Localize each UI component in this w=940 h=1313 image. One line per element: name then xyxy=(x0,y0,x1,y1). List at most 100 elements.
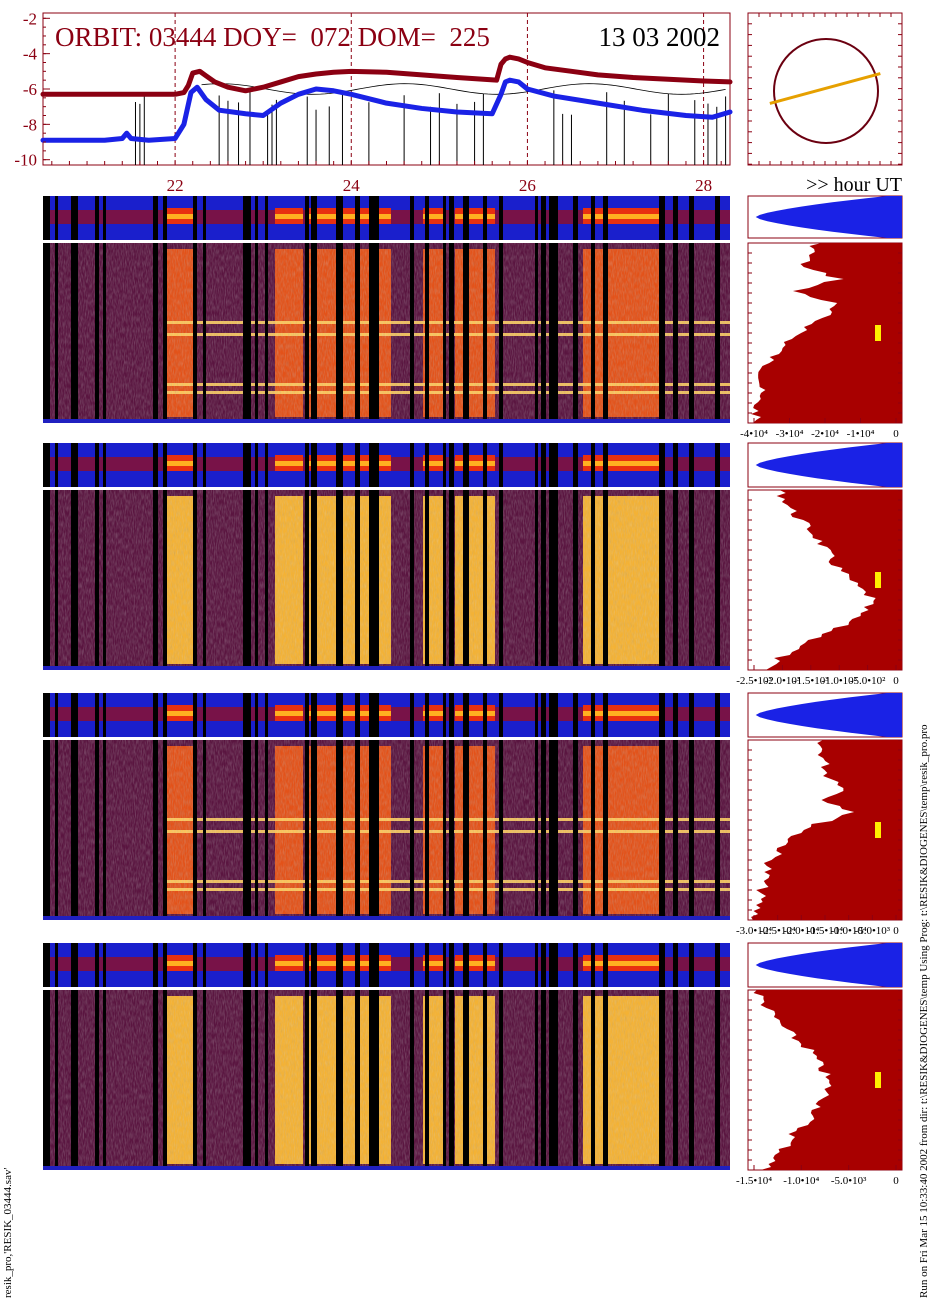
spectro-gap-top xyxy=(336,443,343,487)
profile-top-fill xyxy=(755,693,902,737)
profile-panel: -3.0•10⁴-2.5•10⁴-2.0•10⁴-1.5•10⁴-1.0•10⁴… xyxy=(736,692,903,937)
spectro-gap-top xyxy=(193,196,197,240)
spectro-gap-top xyxy=(463,693,469,737)
spectro-gap-top xyxy=(336,196,343,240)
spectro-top-core xyxy=(275,461,303,466)
spectro-gap xyxy=(193,243,197,423)
spectro-gap xyxy=(265,740,268,920)
spectro-gap xyxy=(336,490,343,670)
spectro-gap xyxy=(673,243,678,423)
spectro-gap-top xyxy=(265,443,268,487)
orbit-circle xyxy=(773,38,879,144)
spectro-noise xyxy=(43,243,730,423)
spectro-gap-top xyxy=(153,693,158,737)
spectro-gap-top xyxy=(483,943,487,987)
spectro-gap xyxy=(449,243,454,423)
spectro-gap-top xyxy=(243,443,251,487)
spectro-gap xyxy=(153,490,158,670)
spectro-gap xyxy=(425,740,429,920)
spectro-gap xyxy=(541,740,546,920)
spectro-gap xyxy=(71,740,75,920)
profile-marker xyxy=(875,572,881,588)
spectro-gap-top xyxy=(43,443,50,487)
spectro-gap xyxy=(55,243,58,423)
spectro-gap xyxy=(203,990,206,1170)
spectro-gap xyxy=(463,243,469,423)
spectro-top-core xyxy=(423,961,445,966)
spectro-gap xyxy=(673,490,678,670)
spectro-gap-top xyxy=(153,943,158,987)
spectro-gap xyxy=(499,740,503,920)
spectro-gap-top xyxy=(603,693,608,737)
spectro-gap xyxy=(463,740,469,920)
spectro-gap-top xyxy=(715,196,720,240)
spectro-gap xyxy=(673,990,678,1170)
spectro-gap-top xyxy=(311,196,317,240)
spectro-gap-top xyxy=(43,196,50,240)
spectro-gap xyxy=(43,740,50,920)
lightcurve-panel: -2 -4 -6 -8 -10 22 24 26 28 ORBIT: 03444 DOY= 0… xyxy=(14,9,733,195)
spectro-gap xyxy=(549,490,555,670)
right-vertical-caption: Run on Fri Mar 15 10:33:40 2002 from dir… xyxy=(918,724,930,1298)
spectro-gap-top xyxy=(71,443,75,487)
spectro-noise xyxy=(43,740,730,920)
spectro-gap xyxy=(71,490,75,670)
spectro-gap-top xyxy=(555,943,558,987)
spectro-gap xyxy=(163,243,167,423)
spectro-gap-top xyxy=(673,443,678,487)
spectro-gap-top xyxy=(103,943,106,987)
spectro-top-core xyxy=(583,961,659,966)
spectro-gap xyxy=(193,490,197,670)
spectro-gap xyxy=(549,990,555,1170)
spectro-gap xyxy=(603,490,608,670)
y-tick-label: -8 xyxy=(23,115,37,134)
spectro-gap xyxy=(103,243,106,423)
spectro-gap-top xyxy=(535,196,538,240)
spectro-gap-top xyxy=(255,443,258,487)
spectro-gap-top xyxy=(535,443,538,487)
profile-x-tick-label: -1.0•10³ xyxy=(821,675,857,687)
profile-x-tick-label: -1.5•10³ xyxy=(793,675,829,687)
spectro-gap-top xyxy=(311,443,317,487)
spectro-gap-top xyxy=(535,693,538,737)
spectro-gap-top xyxy=(95,196,99,240)
profile-x-tick-label: -2•10⁴ xyxy=(811,428,839,440)
profile-x-tick-label: -2.0•10³ xyxy=(765,675,801,687)
profile-bottom-fill xyxy=(765,490,902,670)
spectro-gap-top xyxy=(449,693,454,737)
profile-panel: -4•10⁴ -3•10⁴ -2•10⁴ -1•10⁴ 0 xyxy=(740,195,903,440)
profile-x-tick-label: -2.0•10⁴ xyxy=(783,925,819,937)
spectro-gap-top xyxy=(715,943,720,987)
spectro-gap-top xyxy=(153,443,158,487)
spectrogram-panel xyxy=(43,943,730,1170)
spectro-gap-top xyxy=(541,443,546,487)
spectro-gap xyxy=(689,243,694,423)
spectro-gap xyxy=(103,740,106,920)
spectro-gap xyxy=(305,243,309,423)
spectro-top-core xyxy=(275,214,303,219)
spectro-gap xyxy=(153,740,158,920)
spectro-gap xyxy=(305,740,309,920)
spectro-gap-top xyxy=(163,443,167,487)
spectro-gap xyxy=(369,740,379,920)
spectro-gap xyxy=(355,490,360,670)
spectro-gap xyxy=(443,243,446,423)
y-tick-label: -6 xyxy=(23,80,37,99)
profile-bottom-fill xyxy=(751,243,902,423)
spectro-gap xyxy=(43,243,50,423)
spectro-gap xyxy=(535,243,538,423)
spectro-gap xyxy=(311,740,317,920)
spectro-gap-top xyxy=(443,196,446,240)
profile-x-tick-label: 0 xyxy=(893,428,899,440)
spectro-gap-top xyxy=(355,443,360,487)
spectro-gap xyxy=(549,740,555,920)
spectro-gap xyxy=(591,490,595,670)
spectro-gap-top xyxy=(193,443,197,487)
spectro-gap-top xyxy=(336,943,343,987)
spectro-gap xyxy=(153,243,158,423)
spectro-gap xyxy=(75,740,78,920)
spectro-gap-top xyxy=(305,943,309,987)
spectro-gap-top xyxy=(55,443,58,487)
spectro-gap-top xyxy=(483,443,487,487)
spectro-noise xyxy=(43,990,730,1170)
